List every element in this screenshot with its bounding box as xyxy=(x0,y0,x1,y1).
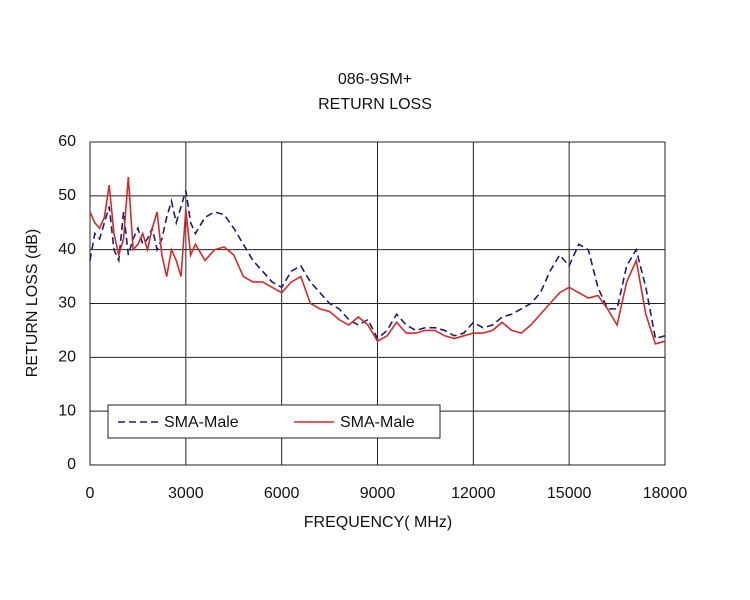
x-tick-label: 12000 xyxy=(451,485,496,502)
data-line xyxy=(89,190,666,340)
y-tick-label: 20 xyxy=(58,349,76,366)
y-tick-label: 0 xyxy=(67,456,76,473)
y-axis-label: RETURN LOSS (dB) xyxy=(24,229,41,377)
x-tick-label: 18000 xyxy=(643,485,688,502)
x-tick-label: 9000 xyxy=(360,485,396,502)
chart-title: 086-9SM+ xyxy=(338,71,412,88)
legend-label: SMA-Male xyxy=(340,414,415,431)
data-line xyxy=(89,176,666,345)
x-tick-label: 6000 xyxy=(264,485,300,502)
y-tick-label: 40 xyxy=(58,241,76,258)
x-tick-label: 0 xyxy=(86,485,95,502)
legend-label: SMA-Male xyxy=(164,414,239,431)
x-tick-label: 3000 xyxy=(168,485,204,502)
legend-box xyxy=(107,404,441,439)
chart-subtitle: RETURN LOSS xyxy=(318,96,432,113)
x-axis-label: FREQUENCY( MHz) xyxy=(304,514,452,531)
y-tick-label: 60 xyxy=(58,133,76,150)
y-tick-label: 30 xyxy=(58,295,76,312)
y-tick-label: 10 xyxy=(58,402,76,419)
y-tick-label: 50 xyxy=(58,187,76,204)
x-tick-label: 15000 xyxy=(547,485,592,502)
